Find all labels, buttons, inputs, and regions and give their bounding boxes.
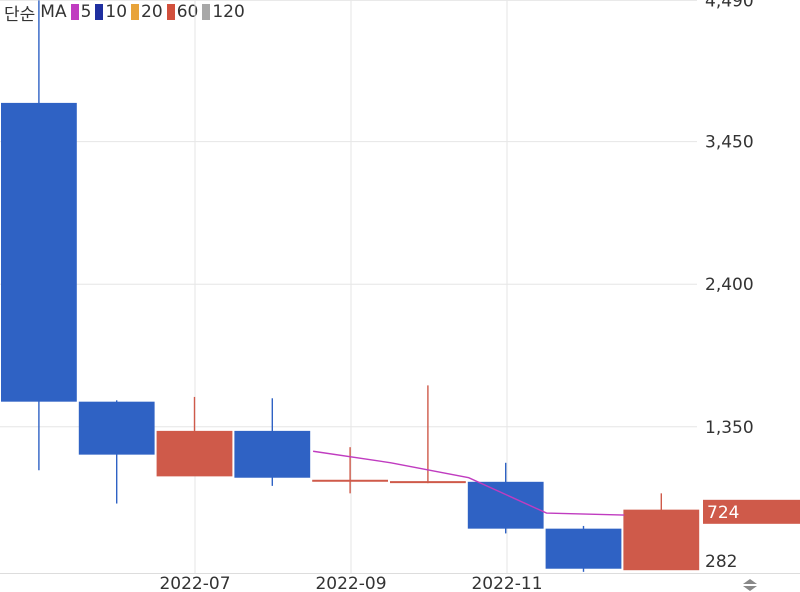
- candle-body-down[interactable]: [1, 102, 77, 402]
- candle-body-down[interactable]: [467, 481, 544, 529]
- legend-swatch-ma5: [70, 4, 79, 20]
- legend-label-ma5: 5: [80, 2, 92, 22]
- y-tick-label: 4,490: [705, 0, 754, 11]
- candle-body-down[interactable]: [78, 401, 155, 455]
- candle-body-down[interactable]: [545, 528, 622, 569]
- x-tick-label: 2022-09: [315, 574, 386, 592]
- y-min-label: 282: [705, 552, 737, 572]
- x-tick-label: 2022-07: [159, 574, 230, 592]
- candle-body-up[interactable]: [156, 430, 233, 477]
- legend-swatch-ma60: [166, 4, 175, 20]
- current-price-label: 724: [707, 503, 739, 523]
- candle-body-down[interactable]: [234, 430, 311, 478]
- legend-label-ma60: 60: [176, 2, 199, 22]
- legend-label-ma10: 10: [105, 2, 128, 22]
- legend-swatch-ma120: [202, 4, 211, 20]
- candle-body-up[interactable]: [623, 509, 700, 571]
- ma-legend: 단순 MA 5 10 20 60 120: [4, 1, 246, 25]
- legend-swatch-ma10: [95, 4, 104, 20]
- x-tick-label: 2022-11: [471, 574, 542, 592]
- current-price-badge: [703, 499, 800, 524]
- legend-ma-label: MA: [40, 2, 67, 22]
- legend-type-label: 단순: [4, 4, 36, 25]
- candle-body-up[interactable]: [390, 481, 466, 484]
- scroll-arrows-icon[interactable]: [740, 576, 760, 592]
- legend-label-ma120: 120: [212, 2, 245, 22]
- candle-body-up[interactable]: [312, 479, 388, 482]
- y-tick-label: 3,450: [705, 133, 754, 153]
- y-tick-label: 2,400: [705, 275, 754, 295]
- legend-label-ma20: 20: [141, 2, 163, 22]
- legend-swatch-ma20: [131, 4, 140, 20]
- ma5-line: [312, 450, 625, 516]
- y-tick-label: 1,350: [705, 418, 754, 438]
